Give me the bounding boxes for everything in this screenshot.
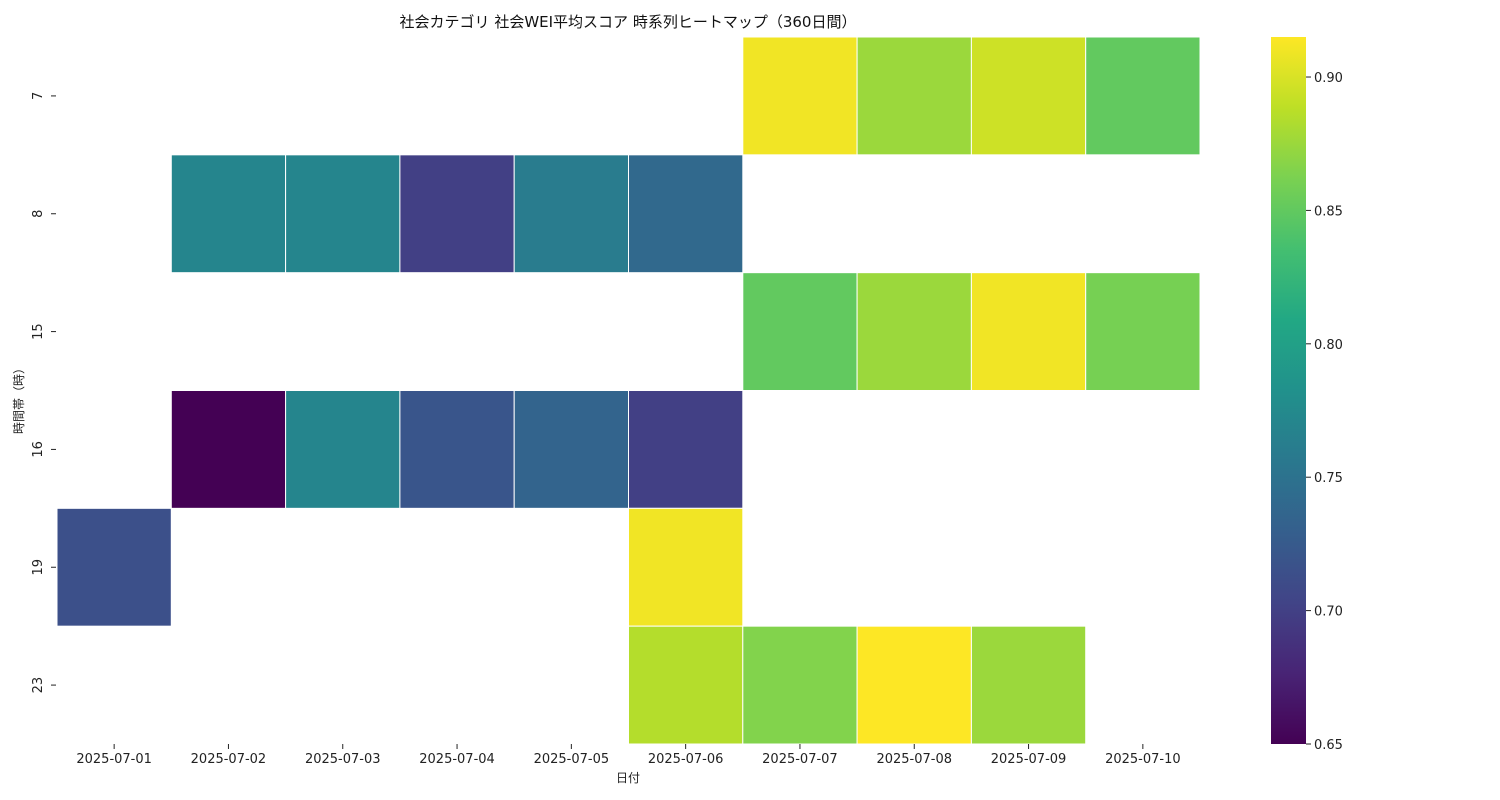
- colorbar-tick-label: 0.65: [1314, 738, 1343, 753]
- heatmap-cell: [628, 390, 744, 509]
- colorbar: [1271, 37, 1306, 744]
- heatmap-cell: [970, 36, 1087, 156]
- colorbar-ticks: 0.65 0.70 0.75 0.80 0.85 0.90: [1306, 71, 1343, 753]
- x-tick-label: 2025-07-07: [762, 752, 838, 767]
- x-tick-label: 2025-07-02: [191, 752, 267, 767]
- heatmap-cell: [399, 390, 515, 509]
- heatmap-cell: [628, 154, 744, 274]
- colorbar-tick-label: 0.90: [1314, 71, 1343, 86]
- x-tick-label: 2025-07-01: [76, 752, 152, 767]
- heatmap-cell: [513, 154, 630, 274]
- heatmap-cell: [856, 272, 972, 391]
- colorbar-tick-label: 0.70: [1314, 605, 1343, 620]
- chart-title: 社会カテゴリ 社会WEI平均スコア 時系列ヒートマップ（360日間）: [400, 13, 857, 31]
- x-tick-label: 2025-07-05: [534, 752, 610, 767]
- colorbar-tick-label: 0.80: [1314, 338, 1343, 353]
- heatmap-cell: [628, 507, 744, 627]
- heatmap-cell: [285, 390, 401, 509]
- x-axis-ticks: 2025-07-01 2025-07-02 2025-07-03 2025-07-04…: [76, 744, 1181, 767]
- y-axis-ticks: 7 8 15 16 19 23: [31, 92, 56, 694]
- x-tick-label: 2025-07-08: [876, 752, 952, 767]
- y-axis-label: 時間帯（時）: [12, 362, 26, 434]
- heatmap-cell: [742, 625, 858, 745]
- heatmap-cell: [170, 154, 287, 274]
- heatmap-cell: [56, 507, 172, 627]
- y-tick-label: 19: [31, 559, 46, 576]
- x-tick-label: 2025-07-04: [419, 752, 495, 767]
- y-tick-label: 8: [31, 210, 46, 218]
- colorbar-tick-label: 0.85: [1314, 204, 1343, 219]
- colorbar-tick-label: 0.75: [1314, 471, 1343, 486]
- x-tick-label: 2025-07-06: [648, 752, 724, 767]
- x-tick-label: 2025-07-03: [305, 752, 381, 767]
- heatmap-cell: [1085, 272, 1201, 391]
- x-tick-label: 2025-07-09: [991, 752, 1067, 767]
- x-tick-label: 2025-07-10: [1105, 752, 1181, 767]
- heatmap-cell: [285, 154, 401, 274]
- heatmap-cell: [170, 390, 287, 509]
- heatmap-cell: [856, 625, 972, 745]
- heatmap-cell: [970, 625, 1087, 745]
- heatmap-cell: [742, 36, 858, 156]
- x-axis-label: 日付: [616, 771, 640, 785]
- heatmap-cell: [1085, 36, 1201, 156]
- heatmap-cell: [513, 390, 630, 509]
- heatmap-cell: [628, 625, 744, 745]
- y-tick-label: 23: [31, 677, 46, 694]
- heatmap-cell: [742, 272, 858, 391]
- y-tick-label: 15: [31, 323, 46, 340]
- y-tick-label: 7: [31, 92, 46, 100]
- y-tick-label: 16: [31, 441, 46, 458]
- heatmap-cell: [856, 36, 972, 156]
- heatmap-cell: [399, 154, 515, 274]
- heatmap-cells: [56, 36, 1201, 745]
- heatmap-cell: [970, 272, 1087, 391]
